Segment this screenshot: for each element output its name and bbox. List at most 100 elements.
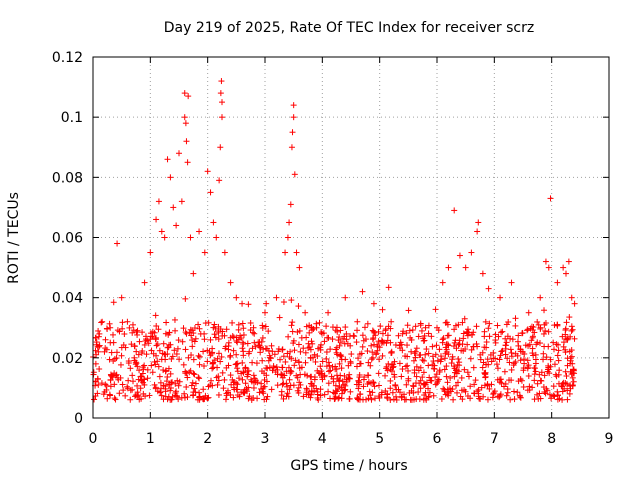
data-point xyxy=(274,371,281,378)
data-point xyxy=(540,356,547,363)
data-point xyxy=(359,288,366,295)
data-point xyxy=(383,365,390,372)
data-point xyxy=(230,384,237,391)
data-point xyxy=(419,374,426,381)
data-point xyxy=(327,346,334,353)
data-point xyxy=(201,330,208,337)
data-point xyxy=(409,327,416,334)
data-point xyxy=(119,325,126,332)
data-point xyxy=(207,189,214,196)
data-point xyxy=(119,319,126,326)
data-point xyxy=(353,339,360,346)
data-point xyxy=(157,389,164,396)
data-point xyxy=(350,332,357,339)
data-point xyxy=(525,362,532,369)
data-point xyxy=(316,319,323,326)
data-point xyxy=(566,314,573,321)
data-point xyxy=(240,369,247,376)
data-point xyxy=(569,326,576,333)
data-point xyxy=(361,374,368,381)
x-tick-label: 3 xyxy=(261,431,270,447)
data-point xyxy=(405,367,412,374)
data-point xyxy=(127,365,134,372)
data-point xyxy=(399,330,406,337)
data-point xyxy=(425,322,432,329)
data-point xyxy=(318,341,325,348)
data-point xyxy=(116,328,123,335)
data-point xyxy=(211,321,218,328)
data-point xyxy=(450,396,457,403)
data-point xyxy=(131,354,138,361)
data-point xyxy=(486,320,493,327)
data-point xyxy=(182,346,189,353)
data-point xyxy=(143,351,150,358)
data-point xyxy=(430,358,437,365)
data-point xyxy=(365,372,372,379)
data-point xyxy=(152,361,159,368)
data-point xyxy=(285,333,292,340)
data-point xyxy=(353,381,360,388)
data-point xyxy=(397,339,404,346)
data-point xyxy=(496,394,503,401)
data-point xyxy=(325,334,332,341)
data-point xyxy=(447,375,454,382)
data-point xyxy=(377,323,384,330)
data-point xyxy=(286,386,293,393)
data-point xyxy=(107,324,114,331)
data-point xyxy=(405,307,412,314)
data-point xyxy=(225,346,232,353)
data-point xyxy=(353,363,360,370)
data-point xyxy=(317,386,324,393)
data-point xyxy=(502,351,509,358)
data-point xyxy=(429,353,436,360)
data-point xyxy=(419,356,426,363)
data-point xyxy=(129,386,136,393)
data-point xyxy=(173,392,180,399)
data-point xyxy=(369,379,376,386)
data-point xyxy=(512,358,519,365)
data-point xyxy=(368,396,375,403)
data-point xyxy=(278,392,285,399)
data-point xyxy=(167,387,174,394)
data-point xyxy=(284,350,291,357)
data-point xyxy=(302,359,309,366)
data-point xyxy=(155,363,162,370)
data-point xyxy=(295,384,302,391)
data-point xyxy=(464,326,471,333)
data-point xyxy=(179,338,186,345)
data-point xyxy=(196,353,203,360)
data-point xyxy=(261,376,268,383)
data-point xyxy=(182,120,189,127)
data-point xyxy=(96,342,103,349)
data-point xyxy=(279,381,286,388)
data-point xyxy=(90,369,97,376)
data-point xyxy=(139,370,146,377)
data-point xyxy=(284,234,291,241)
data-point xyxy=(131,342,138,349)
data-point xyxy=(142,333,149,340)
data-point xyxy=(239,359,246,366)
data-point xyxy=(107,377,114,384)
data-point xyxy=(515,332,522,339)
data-point xyxy=(412,354,419,361)
data-point xyxy=(160,340,167,347)
data-point xyxy=(441,386,448,393)
data-point xyxy=(398,394,405,401)
data-point xyxy=(554,388,561,395)
y-tick-label: 0.1 xyxy=(61,110,83,126)
data-point xyxy=(554,279,561,286)
data-point xyxy=(540,330,547,337)
data-point xyxy=(456,362,463,369)
data-point xyxy=(175,337,182,344)
data-point xyxy=(227,372,234,379)
data-point xyxy=(332,382,339,389)
data-point xyxy=(152,385,159,392)
x-tick-label: 0 xyxy=(89,431,98,447)
data-point xyxy=(460,330,467,337)
data-point xyxy=(234,365,241,372)
data-point xyxy=(342,324,349,331)
data-point xyxy=(347,388,354,395)
data-point xyxy=(329,363,336,370)
data-point xyxy=(393,386,400,393)
data-point xyxy=(153,323,160,330)
